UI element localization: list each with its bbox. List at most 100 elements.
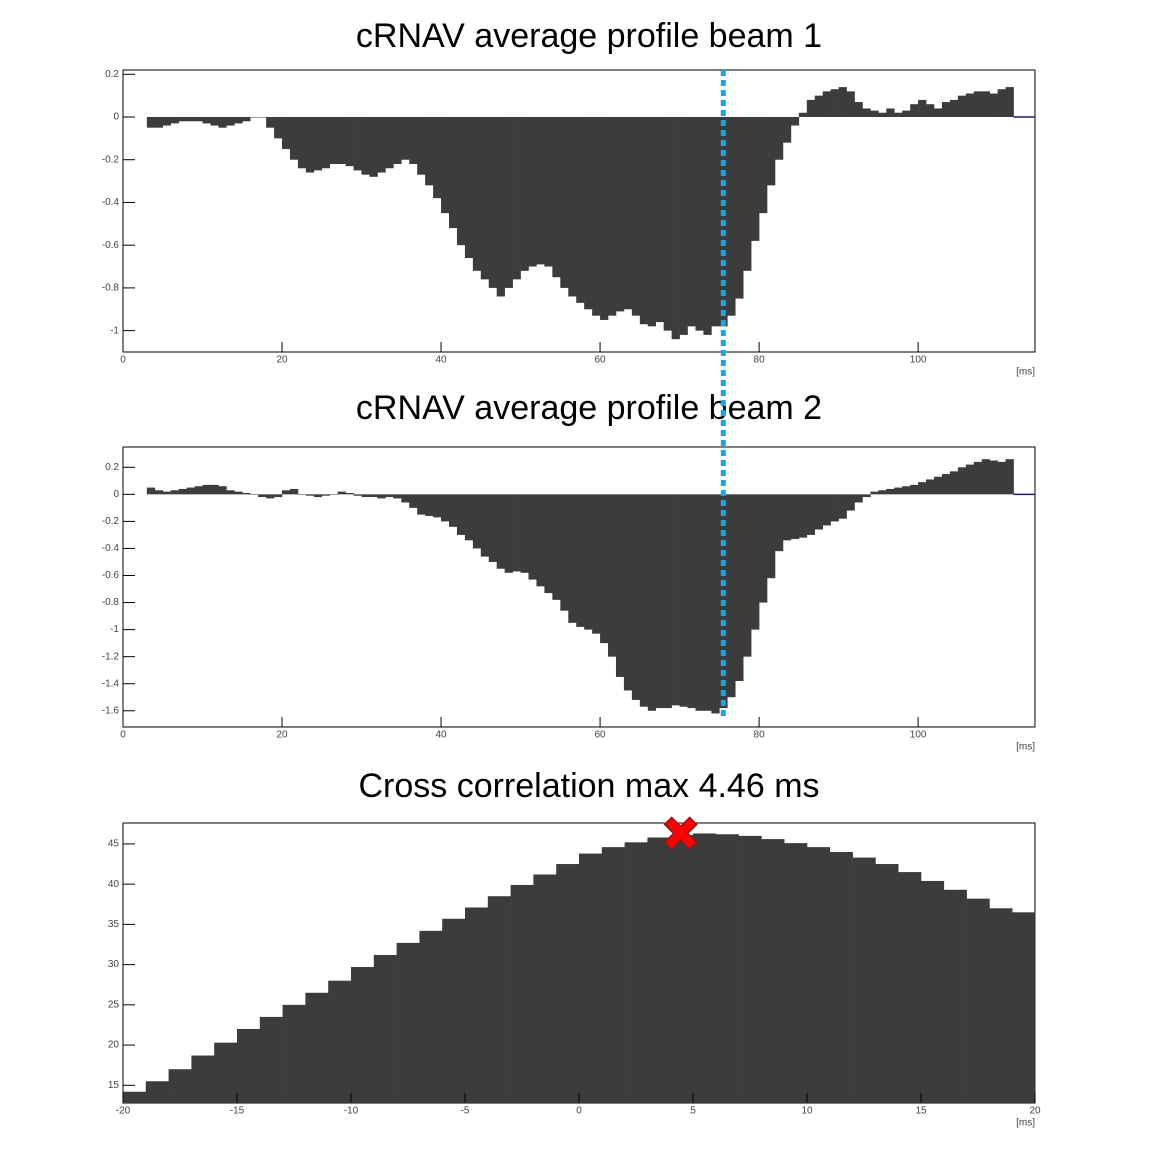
histogram-bar: [210, 117, 219, 126]
histogram-bar: [425, 494, 434, 516]
histogram-bar: [822, 91, 831, 117]
histogram-bar: [487, 896, 511, 1103]
histogram-bar: [544, 117, 553, 267]
histogram-bar: [576, 494, 585, 627]
histogram-bar: [679, 117, 688, 335]
x-tick-label: 0: [576, 1106, 582, 1117]
histogram-bar: [556, 864, 580, 1103]
histogram-bar: [814, 95, 824, 117]
histogram-bar: [154, 490, 164, 495]
histogram-bar: [774, 117, 784, 160]
histogram-bar: [417, 117, 426, 175]
histogram-bar: [898, 872, 922, 1103]
x-tick-label: -15: [230, 1106, 245, 1117]
histogram-bar: [806, 99, 816, 117]
histogram-bar: [926, 479, 935, 495]
histogram-bar: [409, 494, 418, 508]
histogram-bar: [807, 847, 831, 1103]
y-tick-label: 0: [113, 112, 119, 123]
histogram-bar: [170, 117, 179, 124]
histogram-bar: [623, 117, 633, 310]
x-tick-label: 100: [910, 355, 927, 366]
histogram-bar: [743, 494, 752, 657]
histogram-bar: [170, 490, 179, 495]
histogram-bar: [464, 117, 474, 258]
y-tick-label: -0.8: [102, 283, 120, 294]
histogram-bar: [226, 490, 235, 495]
x-tick-label: 80: [754, 730, 766, 741]
histogram-bar: [544, 494, 553, 594]
x-axis-label: [ms]: [1016, 742, 1035, 753]
x-axis-label: [ms]: [1016, 367, 1035, 378]
histogram-bar: [670, 835, 694, 1103]
histogram-bar: [154, 117, 164, 128]
histogram-bar: [218, 486, 227, 495]
histogram-bar: [441, 117, 450, 214]
histogram-bar: [396, 942, 420, 1103]
histogram-bar: [774, 494, 784, 552]
histogram-bar: [875, 864, 899, 1103]
histogram-bar: [910, 104, 919, 117]
histogram-bar: [234, 491, 243, 495]
histogram-bar: [973, 91, 983, 117]
histogram-bar: [568, 494, 577, 623]
histogram-bar: [631, 117, 641, 316]
histogram-bar: [305, 992, 329, 1103]
x-tick-label: -10: [344, 1106, 359, 1117]
histogram-bar: [631, 494, 641, 700]
histogram-bar: [361, 494, 370, 498]
histogram-bar: [949, 99, 959, 117]
histogram-bar: [472, 117, 482, 271]
y-tick-label: -0.4: [102, 543, 120, 554]
histogram-bar: [981, 91, 990, 117]
histogram-bar: [989, 460, 998, 495]
histogram-bar: [615, 494, 625, 677]
x-tick-label: 60: [595, 730, 607, 741]
histogram-bar: [608, 494, 617, 657]
histogram-bar: [266, 494, 275, 499]
histogram-bar: [623, 494, 633, 691]
histogram-bar: [870, 110, 879, 117]
histogram-bar: [282, 117, 291, 150]
histogram-bar: [266, 117, 275, 128]
histogram-bar: [926, 104, 935, 117]
histogram-bar: [711, 117, 720, 327]
y-tick-label: 45: [108, 839, 120, 850]
histogram-bar: [711, 494, 720, 714]
histogram-bar: [274, 494, 283, 498]
histogram-bar: [258, 494, 267, 498]
histogram-bar: [377, 494, 386, 499]
y-tick-label: -1.2: [102, 651, 120, 662]
histogram-bar: [862, 108, 871, 117]
histogram-bar: [941, 102, 951, 117]
histogram-bar: [345, 117, 354, 167]
histogram-bar: [512, 494, 521, 572]
y-tick-label: 0: [113, 489, 119, 500]
histogram-bar: [520, 117, 529, 271]
histogram-bar: [345, 492, 354, 495]
histogram-bar: [353, 117, 362, 171]
histogram-bar: [373, 954, 397, 1103]
histogram-bar: [751, 117, 760, 241]
histogram-bar: [496, 117, 505, 297]
histogram-bar: [838, 87, 847, 117]
histogram-bar: [226, 117, 235, 126]
histogram-bar: [663, 494, 672, 709]
histogram-bar: [878, 112, 887, 117]
histogram-bar: [560, 117, 569, 288]
histogram-bar: [615, 117, 625, 312]
histogram-bar: [854, 494, 863, 503]
histogram-bar: [258, 117, 267, 118]
histogram-bar: [727, 117, 736, 316]
histogram-bar: [250, 117, 259, 118]
histogram-bar: [1012, 912, 1036, 1103]
histogram-bar: [894, 487, 903, 495]
histogram-bar: [655, 494, 664, 709]
chart-title: cRNAV average profile beam 2: [356, 389, 822, 427]
histogram-bar: [830, 494, 839, 522]
x-tick-label: 100: [910, 730, 927, 741]
histogram-bar: [727, 494, 736, 698]
histogram-bar: [934, 476, 943, 495]
histogram-bar: [425, 117, 434, 186]
